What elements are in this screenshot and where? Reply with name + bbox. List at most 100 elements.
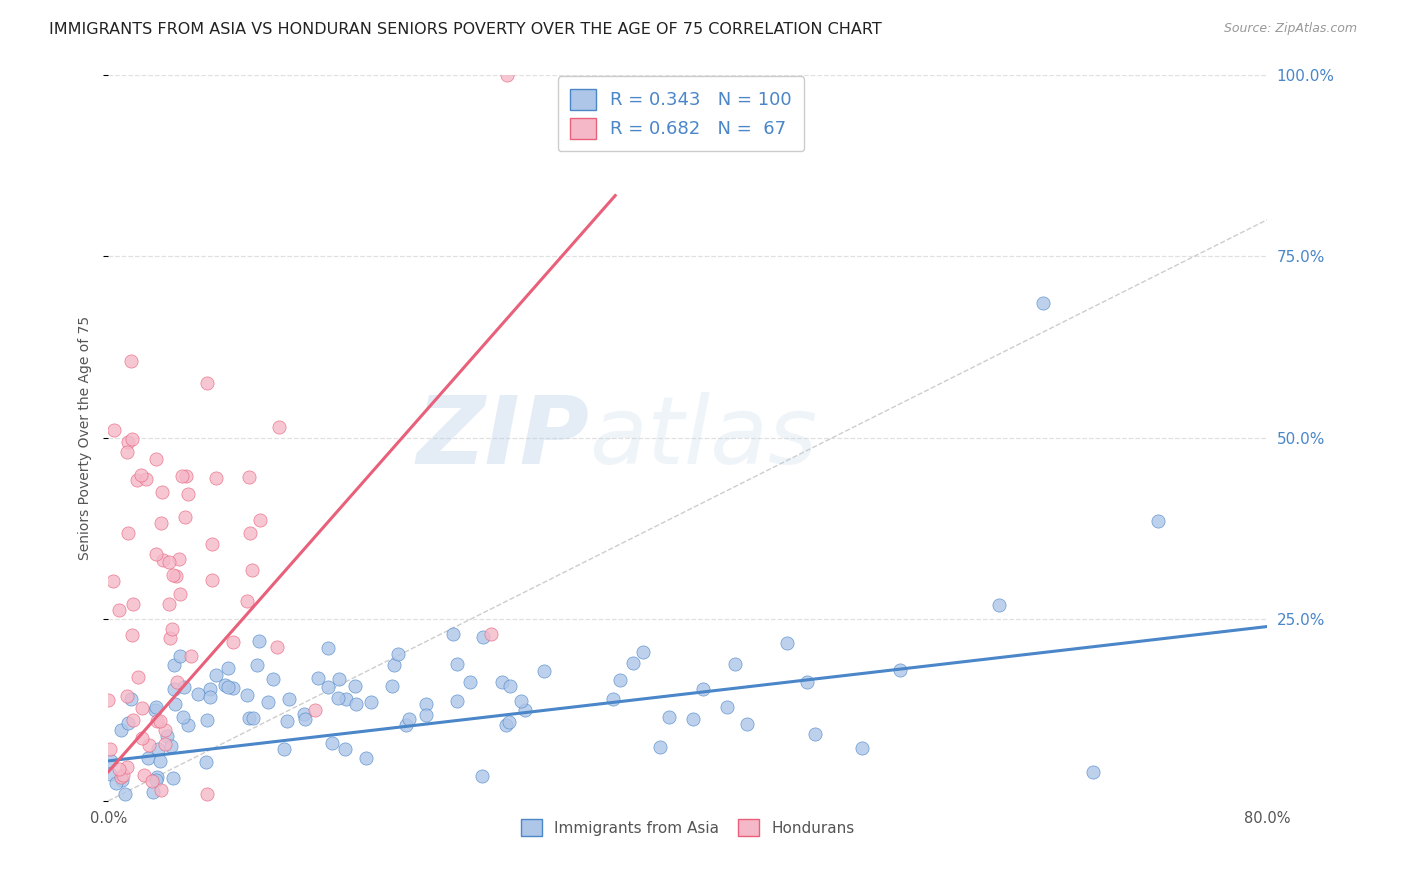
Point	[249, 513, 271, 527]
Point	[221, 681, 243, 695]
Point	[162, 657, 184, 672]
Point	[135, 472, 157, 486]
Point	[318, 680, 340, 694]
Point	[201, 573, 224, 587]
Y-axis label: Seniors Poverty Over the Age of 75: Seniors Poverty Over the Age of 75	[79, 316, 93, 560]
Point	[172, 469, 194, 483]
Point	[104, 776, 127, 790]
Point	[499, 679, 522, 693]
Point	[115, 444, 138, 458]
Point	[159, 631, 181, 645]
Point	[110, 723, 132, 738]
Point	[145, 547, 167, 561]
Point	[103, 423, 125, 437]
Point	[269, 419, 291, 434]
Point	[889, 663, 911, 677]
Point	[169, 586, 191, 600]
Point	[257, 695, 280, 709]
Point	[131, 731, 153, 746]
Point	[173, 509, 195, 524]
Point	[149, 714, 172, 729]
Point	[328, 672, 350, 686]
Point	[318, 640, 340, 655]
Point	[146, 742, 169, 756]
Point	[533, 664, 555, 678]
Point	[471, 630, 494, 644]
Legend: Immigrants from Asia, Hondurans: Immigrants from Asia, Hondurans	[513, 811, 862, 844]
Point	[394, 718, 416, 732]
Point	[236, 594, 259, 608]
Point	[277, 691, 299, 706]
Point	[796, 675, 818, 690]
Point	[145, 770, 167, 784]
Point	[150, 516, 173, 530]
Point	[491, 675, 513, 690]
Point	[172, 710, 194, 724]
Point	[120, 691, 142, 706]
Point	[398, 712, 420, 726]
Point	[988, 598, 1011, 612]
Point	[510, 694, 533, 708]
Text: Source: ZipAtlas.com: Source: ZipAtlas.com	[1223, 22, 1357, 36]
Point	[157, 555, 180, 569]
Point	[384, 657, 406, 672]
Point	[150, 783, 173, 797]
Point	[117, 434, 139, 449]
Point	[187, 687, 209, 701]
Point	[333, 742, 356, 756]
Point	[145, 703, 167, 717]
Point	[682, 712, 704, 726]
Point	[163, 681, 186, 696]
Point	[136, 751, 159, 765]
Point	[621, 657, 644, 671]
Point	[160, 622, 183, 636]
Point	[498, 714, 520, 729]
Point	[146, 714, 169, 729]
Point	[344, 698, 367, 712]
Point	[145, 452, 167, 467]
Point	[356, 751, 378, 765]
Point	[247, 634, 270, 648]
Point	[609, 673, 631, 687]
Point	[236, 688, 259, 702]
Point	[127, 670, 149, 684]
Point	[479, 626, 502, 640]
Point	[648, 740, 671, 755]
Point	[159, 739, 181, 753]
Point	[446, 657, 468, 671]
Point	[851, 741, 873, 756]
Point	[201, 537, 224, 551]
Point	[98, 742, 121, 756]
Point	[262, 673, 284, 687]
Point	[266, 640, 288, 654]
Point	[177, 718, 200, 732]
Point	[107, 602, 129, 616]
Point	[198, 681, 221, 696]
Point	[195, 714, 218, 728]
Point	[169, 649, 191, 664]
Point	[328, 690, 350, 705]
Text: IMMIGRANTS FROM ASIA VS HONDURAN SENIORS POVERTY OVER THE AGE OF 75 CORRELATION : IMMIGRANTS FROM ASIA VS HONDURAN SENIORS…	[49, 22, 882, 37]
Point	[246, 658, 269, 673]
Point	[335, 692, 357, 706]
Point	[100, 755, 122, 769]
Point	[1031, 296, 1053, 310]
Point	[127, 473, 149, 487]
Point	[152, 553, 174, 567]
Point	[150, 485, 173, 500]
Point	[360, 695, 382, 709]
Point	[176, 468, 198, 483]
Point	[121, 627, 143, 641]
Point	[294, 712, 316, 726]
Point	[132, 768, 155, 782]
Point	[633, 645, 655, 659]
Point	[205, 471, 228, 485]
Point	[238, 711, 260, 725]
Point	[344, 679, 367, 693]
Text: ZIP: ZIP	[416, 392, 589, 483]
Point	[166, 675, 188, 690]
Point	[131, 701, 153, 715]
Point	[381, 679, 404, 693]
Point	[195, 756, 218, 770]
Point	[415, 697, 437, 711]
